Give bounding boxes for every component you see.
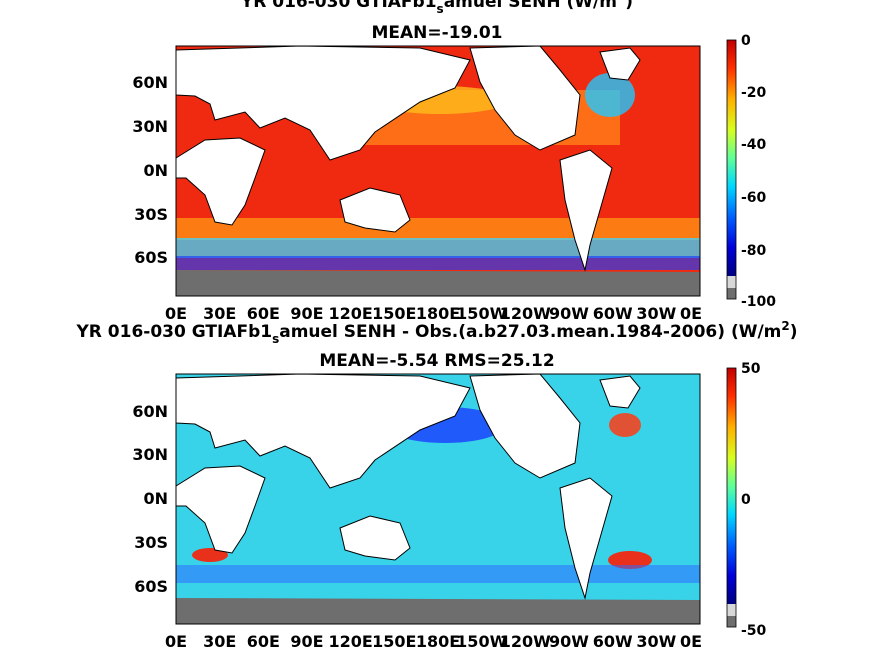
panel-1-antarctic-shelf-band	[176, 256, 700, 270]
lon-label: 150W	[456, 632, 507, 651]
panel-1-title: YR 016-030 GTIAFb1samuel SENH (W/m2)	[240, 0, 633, 16]
lon-label: 150W	[456, 304, 507, 323]
lat-label: 30S	[134, 205, 168, 224]
panel-2-frame	[175, 373, 701, 625]
lon-label: 150E	[372, 632, 416, 651]
panel-1-lon-labels: 0E 30E 60E 90E 120E 150E 180E 150W 120W …	[165, 304, 702, 323]
lon-label: 120E	[329, 304, 373, 323]
lat-label: 0N	[143, 489, 168, 508]
lon-label: 0E	[165, 304, 187, 323]
lon-label: 0E	[680, 304, 702, 323]
colorbar-tick: -50	[741, 623, 767, 639]
lat-label: 0N	[143, 161, 168, 180]
colorbar-frame	[726, 39, 737, 300]
lat-label: 30N	[132, 445, 168, 464]
panel-1-gulf-stream-field	[585, 73, 635, 117]
lat-label: 30N	[132, 117, 168, 136]
colorbar-missing-swatch	[727, 276, 736, 288]
colorbar-ramp	[727, 40, 736, 276]
panel-2-map	[175, 373, 701, 625]
colorbar-tick: -100	[741, 294, 776, 310]
panel-1-antarctica	[176, 270, 700, 296]
panel-2-subtitle: MEAN=-5.54 RMS=25.12	[319, 351, 554, 371]
colorbar-ramp	[727, 368, 736, 604]
lon-label: 30W	[636, 304, 676, 323]
colorbar-ice-swatch	[727, 616, 736, 627]
panel-2-gulf-stream-bias	[609, 413, 641, 437]
colorbar-tick: -20	[741, 85, 767, 101]
panel-1-lat-labels: 60N 30N 0N 30S 60S	[132, 73, 168, 267]
panel-1-frame	[175, 45, 701, 297]
panel-2-title: YR 016-030 GTIAFb1samuel SENH - Obs.(a.b…	[75, 319, 797, 346]
panel-1-colorbar: 0 -20 -40 -60 -80 -100	[726, 33, 776, 310]
panel-2-land	[175, 373, 641, 600]
colorbar-ice-swatch	[727, 288, 736, 299]
lon-label: 90E	[290, 304, 323, 323]
panel-1-southern-band	[176, 218, 700, 240]
panel-1-land	[175, 45, 641, 272]
lon-label: 60W	[593, 304, 633, 323]
lon-label: 120W	[500, 304, 551, 323]
colorbar-tick: 0	[741, 492, 751, 508]
lon-label: 30W	[636, 632, 676, 651]
panel-2: YR 016-030 GTIAFb1samuel SENH - Obs.(a.b…	[75, 319, 797, 651]
panel-2-lat-labels: 60N 30N 0N 30S 60S	[132, 402, 168, 596]
panel-2-southern-band	[176, 565, 700, 583]
lon-label: 0E	[165, 632, 187, 651]
lon-label: 30E	[203, 304, 236, 323]
panel-1: YR 016-030 GTIAFb1samuel SENH (W/m2) MEA…	[132, 0, 776, 323]
colorbar-missing-swatch	[727, 604, 736, 616]
lat-label: 60N	[132, 402, 168, 421]
panel-2-brazil-bias	[608, 551, 652, 569]
panel-2-lon-labels: 0E 30E 60E 90E 120E 150E 180E 150W 120W …	[165, 632, 702, 651]
lat-label: 30S	[134, 533, 168, 552]
colorbar-tick: 0	[741, 33, 751, 49]
panel-1-subtitle: MEAN=-19.01	[372, 23, 503, 43]
panel-1-map	[175, 45, 701, 297]
panel-2-agulhas-bias	[192, 548, 228, 562]
panel-2-antarctica	[176, 598, 700, 624]
lon-label: 90W	[549, 632, 589, 651]
lat-label: 60S	[134, 248, 168, 267]
lon-label: 0E	[680, 632, 702, 651]
colorbar-tick: -40	[741, 137, 767, 153]
lon-label: 60W	[593, 632, 633, 651]
lon-label: 60E	[247, 632, 280, 651]
lon-label: 90E	[290, 632, 323, 651]
panel-2-colorbar: 50 0 -50	[726, 361, 767, 639]
lon-label: 150E	[372, 304, 416, 323]
lon-label: 30E	[203, 632, 236, 651]
lon-label: 120W	[500, 632, 551, 651]
lon-label: 60E	[247, 304, 280, 323]
panel-1-southern-cold-band	[176, 238, 700, 258]
lon-label: 180E	[416, 632, 460, 651]
lat-label: 60S	[134, 577, 168, 596]
colorbar-tick: 50	[741, 361, 761, 377]
colorbar-tick: -80	[741, 243, 767, 259]
lat-label: 60N	[132, 73, 168, 92]
lon-label: 180E	[416, 304, 460, 323]
colorbar-frame	[726, 367, 737, 628]
lon-label: 90W	[549, 304, 589, 323]
lon-label: 120E	[329, 632, 373, 651]
colorbar-tick: -60	[741, 190, 767, 206]
